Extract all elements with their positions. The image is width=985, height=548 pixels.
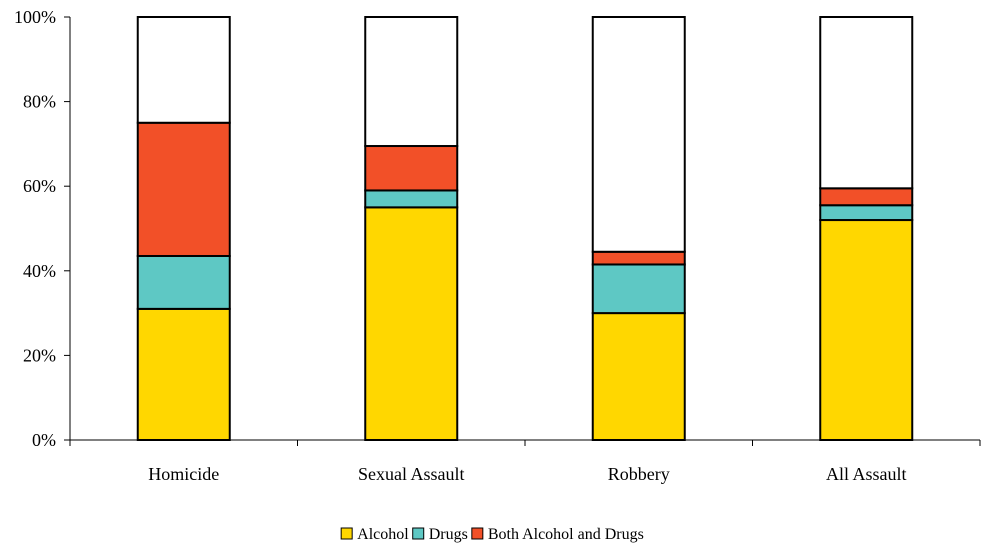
x-category-label: All Assault: [826, 464, 907, 484]
bar-homicide-alcohol-segment: [136, 307, 231, 441]
legend-swatch: [471, 527, 484, 540]
bars-group: [136, 16, 914, 442]
legend-item-alcohol: Alcohol: [340, 526, 409, 543]
y-tick-label: 40%: [23, 261, 56, 281]
x-category-label: Homicide: [148, 464, 219, 484]
x-category-label: Robbery: [608, 464, 670, 484]
bar-all-assault-remainder-segment: [819, 16, 914, 190]
bar-homicide-both-alcohol-and-drugs-segment: [136, 121, 231, 257]
y-tick-label: 0%: [32, 430, 56, 450]
legend-swatch: [340, 527, 353, 540]
legend-label: Drugs: [429, 526, 468, 543]
bar-sexual-assault-both-alcohol-and-drugs-segment: [364, 145, 459, 192]
bar-sexual-assault-alcohol-segment: [364, 206, 459, 441]
y-ticks-group: 0% 20% 40% 60% 80% 100%: [14, 7, 981, 450]
legend-item-drugs: Drugs: [412, 526, 468, 543]
bar-all-assault-drugs-segment: [819, 204, 914, 222]
legend-label: Both Alcohol and Drugs: [488, 526, 644, 543]
bar-sexual-assault-remainder-segment: [364, 16, 459, 148]
legend-swatch: [412, 527, 425, 540]
legend: Alcohol Drugs Both Alcohol and Drugs: [340, 526, 644, 543]
bar-robbery-both-alcohol-and-drugs-segment: [591, 250, 686, 266]
bar-homicide-remainder-segment: [136, 16, 231, 124]
x-category-label: Sexual Assault: [358, 464, 465, 484]
bar-robbery-alcohol-segment: [591, 312, 686, 442]
bar-all-assault-both-alcohol-and-drugs-segment: [819, 187, 914, 207]
bar-robbery-remainder-segment: [591, 16, 686, 253]
bar-sexual-assault-drugs-segment: [364, 189, 459, 209]
bar-homicide-drugs-segment: [136, 254, 231, 310]
y-tick-label: 60%: [23, 176, 56, 196]
category-labels-group: Homicide Sexual Assault Robbery All Assault: [148, 464, 906, 484]
legend-label: Alcohol: [357, 526, 409, 543]
y-tick-label: 100%: [14, 7, 56, 27]
legend-item-both-alcohol-and-drugs: Both Alcohol and Drugs: [471, 526, 644, 543]
bar-robbery-drugs-segment: [591, 263, 686, 315]
bar-all-assault-alcohol-segment: [819, 219, 914, 441]
y-tick-label: 20%: [23, 345, 56, 365]
y-tick-label: 80%: [23, 92, 56, 112]
